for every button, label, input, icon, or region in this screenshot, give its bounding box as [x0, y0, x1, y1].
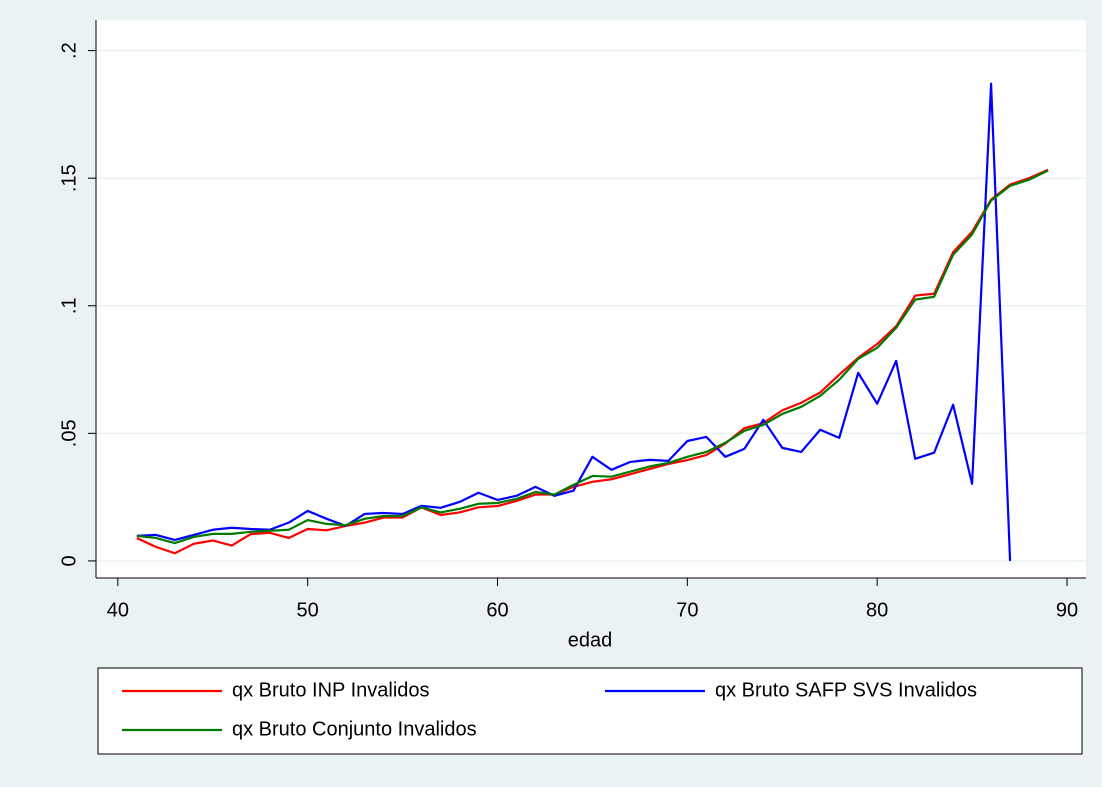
legend [97, 667, 1083, 755]
plot-area [96, 20, 1086, 578]
y-tick-label: .05 [58, 419, 80, 447]
legend-label: qx Bruto SAFP SVS Invalidos [715, 679, 977, 701]
x-tick-label: 90 [1056, 599, 1078, 621]
legend-label: qx Bruto Conjunto Invalidos [232, 718, 477, 740]
x-tick-label: 50 [297, 599, 319, 621]
y-tick-label: .2 [58, 42, 80, 59]
x-axis-title: edad [568, 629, 613, 651]
x-tick-label: 60 [486, 599, 508, 621]
x-tick-label: 40 [107, 599, 129, 621]
data-line [136, 82, 1012, 561]
legend-label: qx Bruto INP Invalidos [232, 679, 430, 701]
data-line [136, 169, 1049, 545]
x-tick-label: 80 [866, 599, 888, 621]
x-tick-label: 70 [676, 599, 698, 621]
y-tick-label: .15 [58, 164, 80, 192]
y-tick-label: .1 [58, 297, 80, 314]
y-tick-label: 0 [58, 555, 80, 566]
